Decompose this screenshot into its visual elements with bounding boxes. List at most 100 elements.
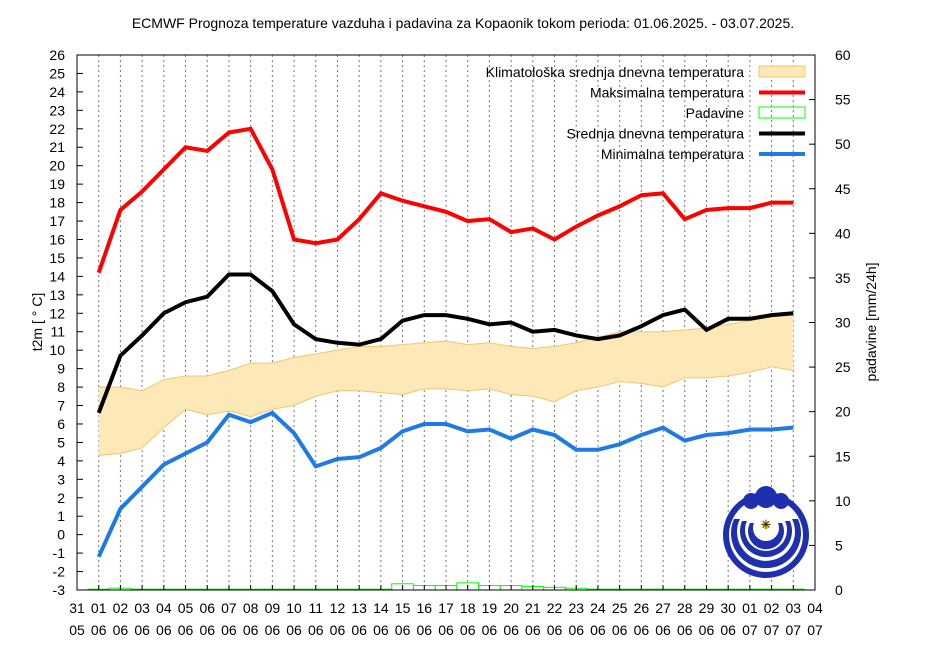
- x-tick-day-label: 01: [91, 600, 107, 616]
- x-tick-day-label: 15: [395, 600, 411, 616]
- rhmz-logo: ✳: [723, 486, 809, 578]
- y-tick-label: 12: [49, 305, 65, 321]
- y2-tick-label: 15: [835, 448, 851, 464]
- x-tick-month-label: 06: [438, 622, 454, 638]
- y-tick-label: 19: [49, 176, 65, 192]
- y-axis-ticks: -3-2-10123456789101112131415161718192021…: [49, 47, 83, 598]
- y-tick-label: 2: [57, 490, 65, 506]
- x-tick-month-label: 06: [308, 622, 324, 638]
- x-tick-month-label: 06: [351, 622, 367, 638]
- x-tick-month-label: 06: [265, 622, 281, 638]
- y-tick-label: 13: [49, 287, 65, 303]
- legend-label: Maksimalna temperatura: [590, 85, 744, 101]
- x-tick-month-label: 06: [482, 622, 498, 638]
- x-tick-month-label: 06: [330, 622, 346, 638]
- x-tick-day-label: 14: [373, 600, 389, 616]
- x-tick-month-label: 06: [720, 622, 736, 638]
- y2-axis-ticks: 0 5 10 15 20 25 30 35 40 45 50 55 60: [809, 47, 851, 598]
- x-tick-day-label: 01: [742, 600, 758, 616]
- y2-tick-label: 10: [835, 493, 851, 509]
- x-tick-month-label: 06: [503, 622, 519, 638]
- x-tick-day-label: 26: [634, 600, 650, 616]
- y2-tick-label: 35: [835, 270, 851, 286]
- y2-tick-label: 20: [835, 404, 851, 420]
- legend-label: Klimatološka srednja dnevna temperatura: [486, 64, 745, 80]
- x-tick-month-label: 07: [764, 622, 780, 638]
- x-tick-day-label: 22: [547, 600, 563, 616]
- x-tick-month-label: 06: [417, 622, 433, 638]
- x-tick-day-label: 02: [764, 600, 780, 616]
- x-tick-month-label: 06: [243, 622, 259, 638]
- y-tick-label: 7: [57, 398, 65, 414]
- y2-tick-label: 40: [835, 225, 851, 241]
- series-line: [96, 126, 794, 274]
- x-tick-month-label: 06: [568, 622, 584, 638]
- y-tick-label: 5: [57, 434, 65, 450]
- x-tick-day-label: 17: [438, 600, 454, 616]
- y2-tick-label: 50: [835, 136, 851, 152]
- x-tick-month-label: 06: [221, 622, 237, 638]
- x-tick-day-label: 19: [482, 600, 498, 616]
- x-tick-day-label: 09: [265, 600, 281, 616]
- x-tick-day-label: 05: [178, 600, 194, 616]
- x-tick-month-label: 06: [655, 622, 671, 638]
- x-tick-day-label: 18: [460, 600, 476, 616]
- x-tick-month-label: 06: [547, 622, 563, 638]
- x-tick-month-label: 06: [395, 622, 411, 638]
- y-tick-label: 26: [49, 47, 65, 63]
- y-tick-label: 0: [57, 527, 65, 543]
- x-tick-day-label: 29: [699, 600, 715, 616]
- x-tick-day-label: 08: [243, 600, 259, 616]
- x-tick-month-label: 06: [612, 622, 628, 638]
- legend-swatch-box: [758, 106, 806, 119]
- y-tick-label: -3: [53, 582, 66, 598]
- x-tick-month-label: 06: [699, 622, 715, 638]
- series-line: [96, 410, 794, 558]
- y-tick-label: 22: [49, 121, 65, 137]
- x-tick-day-label: 02: [113, 600, 129, 616]
- y-tick-label: 14: [49, 268, 65, 284]
- legend-swatch-band: [758, 65, 806, 78]
- y-tick-label: 21: [49, 139, 65, 155]
- y2-axis-label: padavine [mm/24h]: [863, 262, 879, 381]
- y-tick-label: 8: [57, 379, 65, 395]
- x-tick-day-label: 27: [655, 600, 671, 616]
- x-tick-month-label: 06: [590, 622, 606, 638]
- x-tick-month-label: 06: [373, 622, 389, 638]
- y-tick-label: 23: [49, 102, 65, 118]
- x-tick-month-label: 06: [156, 622, 172, 638]
- x-tick-month-label: 06: [178, 622, 194, 638]
- x-tick-day-label: 25: [612, 600, 628, 616]
- y2-tick-label: 5: [835, 537, 843, 553]
- x-tick-day-label: 03: [786, 600, 802, 616]
- x-tick-day-label: 04: [156, 600, 172, 616]
- y2-tick-label: 45: [835, 181, 851, 197]
- y2-tick-label: 30: [835, 315, 851, 331]
- x-tick-month-label: 06: [677, 622, 693, 638]
- legend-label: Padavine: [686, 105, 745, 121]
- y-tick-label: 25: [49, 65, 65, 81]
- legend: Klimatološka srednja dnevna temperatura M…: [486, 64, 806, 162]
- y-tick-label: 17: [49, 213, 65, 229]
- climatology-lower-line: [98, 366, 794, 456]
- x-tick-day-label: 30: [720, 600, 736, 616]
- x-tick-day-label: 28: [677, 600, 693, 616]
- y2-tick-label: 55: [835, 92, 851, 108]
- x-tick-month-label: 07: [807, 622, 823, 638]
- svg-text:✳: ✳: [761, 517, 772, 532]
- x-tick-day-label: 31: [69, 600, 85, 616]
- x-tick-month-label: 06: [91, 622, 107, 638]
- y-tick-label: -2: [53, 564, 66, 580]
- x-tick-day-label: 13: [351, 600, 367, 616]
- y-tick-label: 15: [49, 250, 65, 266]
- x-tick-month-label: 06: [134, 622, 150, 638]
- y2-tick-label: 60: [835, 47, 851, 63]
- y2-tick-label: 0: [835, 582, 843, 598]
- y-tick-label: 10: [49, 342, 65, 358]
- climatology-band-area: [98, 315, 794, 456]
- y-axis-label: t2m [ ° C]: [29, 293, 45, 352]
- x-tick-day-label: 16: [417, 600, 433, 616]
- y-tick-label: 9: [57, 361, 65, 377]
- climatology-band: [98, 314, 794, 456]
